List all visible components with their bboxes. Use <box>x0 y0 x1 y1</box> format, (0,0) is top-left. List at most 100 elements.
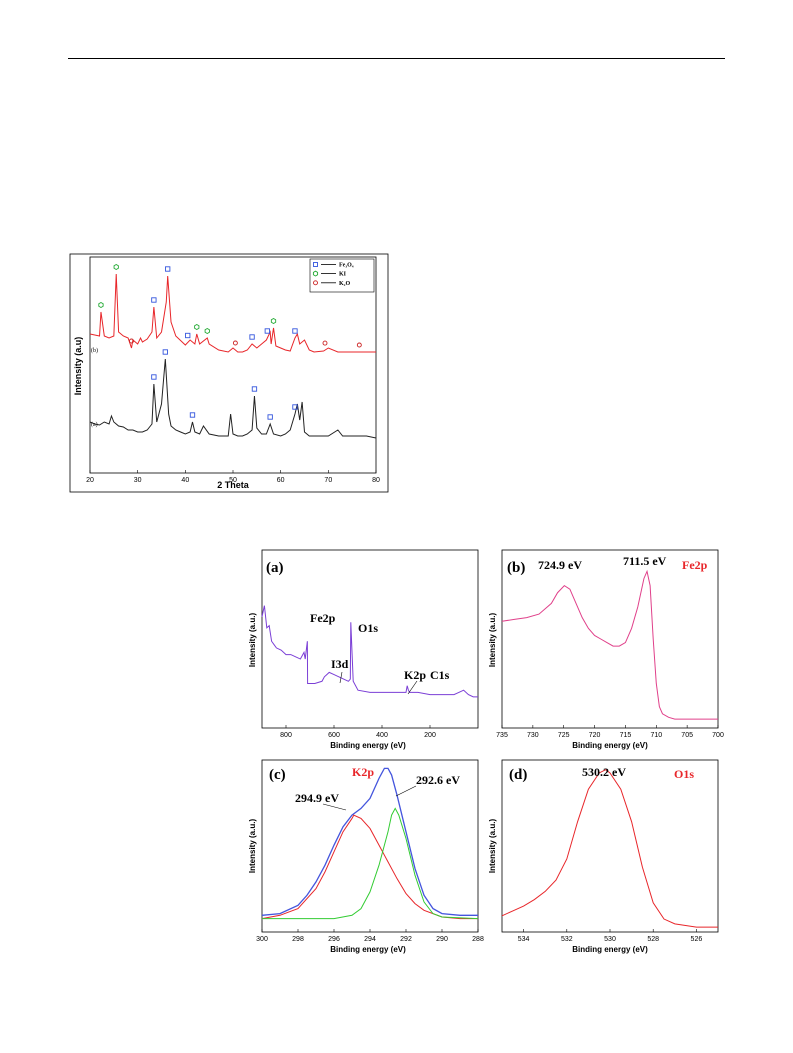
xpsd-tick-label: 534 <box>518 936 530 943</box>
fe3o4-marker <box>264 328 270 334</box>
xps-panel-a: (a) 800 600 400 200 Binding energy (eV) Int… <box>248 549 479 750</box>
xrd-tick-label: 30 <box>134 477 142 484</box>
xps-c-x-label: Binding energy (eV) <box>330 945 406 954</box>
xps-b-ticks: 735 730 725 720 715 710 705 700 <box>496 725 724 739</box>
legend-ki: KI <box>339 272 347 278</box>
xps-panel-d: (d) O1s 534 532 530 528 526 Binding energy (… <box>488 759 719 954</box>
xrd-tick-label: 80 <box>372 477 380 484</box>
ki-marker <box>194 323 200 331</box>
xps-a-k2p-pointer <box>407 680 418 695</box>
xpsa-tick-label: 800 <box>280 732 292 739</box>
xps-c-curves <box>261 767 479 920</box>
xpsc-tick-label: 292 <box>400 936 412 943</box>
ki-marker <box>113 263 119 271</box>
fe3o4-marker <box>162 349 168 355</box>
xps-d-letter: (d) <box>509 767 527 783</box>
fe3o4-marker <box>151 374 157 380</box>
xpsd-tick-label: 532 <box>561 936 573 943</box>
xpsc-tick-label: 296 <box>328 936 340 943</box>
xpsb-tick-label: 730 <box>527 732 539 739</box>
legend-k2o: K₂O <box>339 281 350 287</box>
xps-a-frame <box>261 549 479 729</box>
xrd-curve-b <box>89 273 376 353</box>
xps-a-fe2p-label: Fe2p <box>310 611 336 625</box>
xpsd-tick-label: 528 <box>647 936 659 943</box>
ki-marker <box>270 317 277 325</box>
ki-marker <box>204 327 210 335</box>
xpsb-series-0 <box>501 569 718 720</box>
xrd-curves <box>89 273 377 439</box>
fe3o4-marker <box>165 266 171 272</box>
xps-d-peak1-label: 530.2 eV <box>582 765 626 779</box>
xpsc-tick-label: 290 <box>436 936 448 943</box>
k2o-marker <box>322 340 328 346</box>
xps-d-y-label: Intensity (a.u.) <box>488 819 497 874</box>
xpsc-tick-label: 288 <box>472 936 484 943</box>
xps-c-letter: (c) <box>269 767 286 783</box>
xps-b-letter: (b) <box>507 560 525 576</box>
ki-marker <box>98 301 104 309</box>
fe3o4-marker <box>249 334 255 340</box>
fe3o4-marker <box>189 412 196 418</box>
xpsd-series-0 <box>501 769 718 928</box>
xps-a-o1s-label: O1s <box>358 621 378 635</box>
xrd-figure: 20 30 40 50 60 70 80 2 Theta Intensity (a.u) (… <box>69 253 389 493</box>
xpsb-tick-label: 720 <box>589 732 601 739</box>
xpsb-tick-label: 705 <box>681 732 693 739</box>
xps-c-peak1-pointer <box>322 803 347 811</box>
xpsc-series-1 <box>261 814 478 920</box>
xpsc-tick-label: 300 <box>256 936 268 943</box>
xps-a-x-label: Binding energy (eV) <box>330 741 406 750</box>
xps-c-ticks: 300 298 296 294 292 290 288 <box>256 929 484 943</box>
xps-d-curve <box>501 769 718 928</box>
xpsd-tick-label: 526 <box>691 936 703 943</box>
legend-hexagon-icon <box>312 270 319 277</box>
xps-a-k2p-label: K2p <box>404 668 426 682</box>
xps-panel-c: (c) K2p 300 298 296 294 292 290 288 Binding en… <box>248 759 484 954</box>
xpsa-series-0 <box>261 605 478 698</box>
xpsb-tick-label: 715 <box>620 732 632 739</box>
xrd-curve-a-label: (a) <box>91 421 98 428</box>
xps-a-curve <box>261 605 478 698</box>
xps-a-i3d-pointer <box>339 671 343 684</box>
xrd-frame <box>69 253 389 493</box>
xpsc-tick-label: 298 <box>292 936 304 943</box>
k2o-marker <box>356 342 362 348</box>
fe3o4-marker <box>292 404 298 410</box>
xpsa-tick-label: 200 <box>424 732 436 739</box>
xps-c-peak2-label: 292.6 eV <box>416 773 460 787</box>
k2o-marker <box>129 338 134 344</box>
xrd-tick-label: 50 <box>229 477 237 484</box>
xpsb-tick-label: 725 <box>558 732 570 739</box>
xps-a-y-label: Intensity (a.u.) <box>248 613 257 668</box>
xpsc-series-0 <box>261 767 478 916</box>
xrd-y-label: Intensity (a.u) <box>73 337 83 396</box>
xps-b-x-label: Binding energy (eV) <box>572 741 648 750</box>
xpsb-tick-label: 700 <box>712 732 724 739</box>
xps-d-x-label: Binding energy (eV) <box>572 945 648 954</box>
xpsc-series-2 <box>262 807 479 920</box>
xps-c-y-label: Intensity (a.u.) <box>248 819 257 874</box>
xrd-x-label: 2 Theta <box>217 480 250 490</box>
xps-c-title: K2p <box>352 765 374 779</box>
legend-square-icon <box>313 262 318 267</box>
legend-circle-icon <box>313 280 318 286</box>
xps-a-letter: (a) <box>266 560 284 576</box>
xrd-tick-label: 60 <box>277 477 285 484</box>
xpsa-tick-label: 600 <box>328 732 340 739</box>
xps-d-title: O1s <box>674 767 694 781</box>
xps-d-ticks: 534 532 530 528 526 <box>518 929 703 943</box>
xps-b-peak1-label: 724.9 eV <box>538 558 582 572</box>
xrd-tick-label: 20 <box>86 477 94 484</box>
xrd-curve-a <box>89 358 377 439</box>
xpsb-tick-label: 735 <box>496 732 508 739</box>
xps-d-frame <box>501 759 719 933</box>
xrd-tick-label: 40 <box>181 477 189 484</box>
xrd-curve-b-label: (b) <box>91 347 98 354</box>
xps-c-peak2-pointer <box>395 785 417 797</box>
fe3o4-marker <box>251 386 258 392</box>
xrd-x-ticks: 20 30 40 50 60 70 80 <box>86 470 380 484</box>
xps-a-i3d-label: I3d <box>331 657 349 671</box>
xpsc-tick-label: 294 <box>364 936 376 943</box>
k2o-marker <box>232 340 238 346</box>
